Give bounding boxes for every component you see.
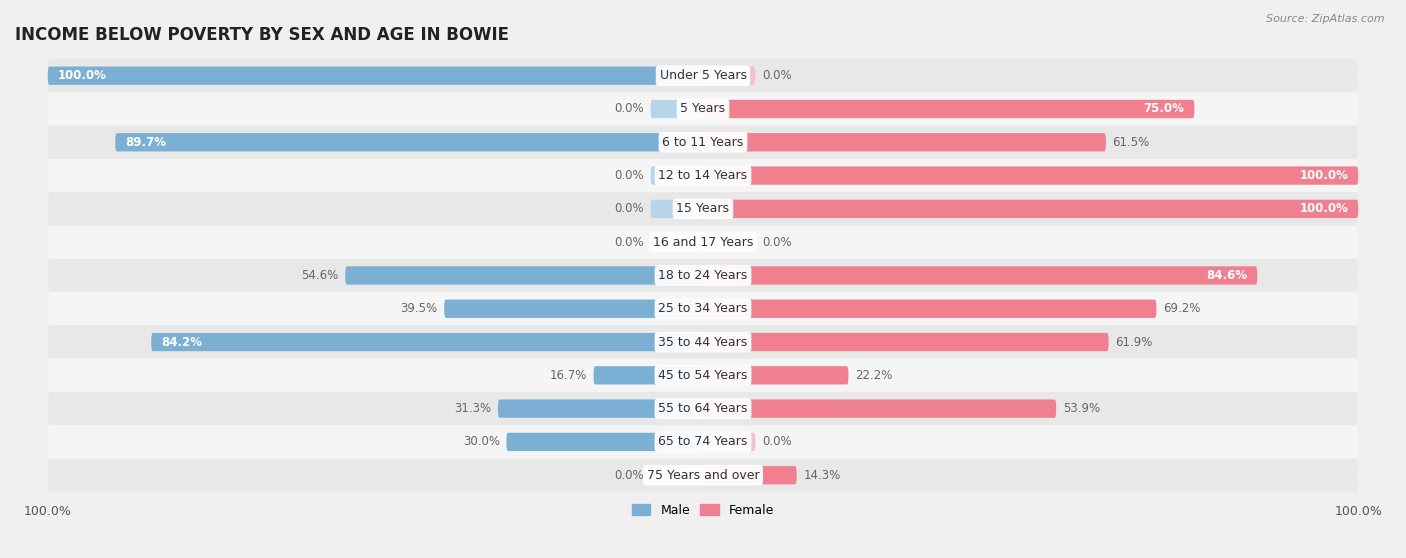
- Text: 0.0%: 0.0%: [762, 435, 792, 449]
- Text: 0.0%: 0.0%: [614, 469, 644, 482]
- Text: 0.0%: 0.0%: [762, 235, 792, 249]
- FancyBboxPatch shape: [48, 425, 1358, 459]
- Text: 84.6%: 84.6%: [1206, 269, 1247, 282]
- FancyBboxPatch shape: [506, 433, 703, 451]
- FancyBboxPatch shape: [703, 333, 1108, 351]
- Text: 0.0%: 0.0%: [614, 169, 644, 182]
- Text: 22.2%: 22.2%: [855, 369, 893, 382]
- FancyBboxPatch shape: [651, 233, 703, 251]
- FancyBboxPatch shape: [703, 233, 755, 251]
- Text: 89.7%: 89.7%: [125, 136, 166, 149]
- Text: 12 to 14 Years: 12 to 14 Years: [658, 169, 748, 182]
- Text: 25 to 34 Years: 25 to 34 Years: [658, 302, 748, 315]
- Text: 0.0%: 0.0%: [614, 203, 644, 215]
- Text: 75.0%: 75.0%: [1143, 103, 1185, 116]
- FancyBboxPatch shape: [703, 200, 1358, 218]
- Text: 100.0%: 100.0%: [58, 69, 107, 82]
- Text: 16.7%: 16.7%: [550, 369, 588, 382]
- FancyBboxPatch shape: [444, 300, 703, 318]
- Legend: Male, Female: Male, Female: [627, 499, 779, 522]
- Text: 61.5%: 61.5%: [1112, 136, 1150, 149]
- FancyBboxPatch shape: [651, 466, 703, 484]
- Text: 39.5%: 39.5%: [401, 302, 437, 315]
- Text: 5 Years: 5 Years: [681, 103, 725, 116]
- FancyBboxPatch shape: [703, 133, 1107, 151]
- Text: Source: ZipAtlas.com: Source: ZipAtlas.com: [1267, 14, 1385, 24]
- FancyBboxPatch shape: [703, 166, 1358, 185]
- FancyBboxPatch shape: [593, 366, 703, 384]
- Text: 54.6%: 54.6%: [301, 269, 339, 282]
- Text: 100.0%: 100.0%: [1299, 203, 1348, 215]
- FancyBboxPatch shape: [48, 92, 1358, 126]
- Text: 35 to 44 Years: 35 to 44 Years: [658, 335, 748, 349]
- Text: 30.0%: 30.0%: [463, 435, 501, 449]
- FancyBboxPatch shape: [703, 100, 1195, 118]
- Text: 69.2%: 69.2%: [1163, 302, 1201, 315]
- FancyBboxPatch shape: [498, 400, 703, 418]
- Text: 45 to 54 Years: 45 to 54 Years: [658, 369, 748, 382]
- Text: 18 to 24 Years: 18 to 24 Years: [658, 269, 748, 282]
- FancyBboxPatch shape: [703, 400, 1056, 418]
- FancyBboxPatch shape: [48, 292, 1358, 325]
- FancyBboxPatch shape: [703, 66, 755, 85]
- FancyBboxPatch shape: [48, 159, 1358, 192]
- Text: 53.9%: 53.9%: [1063, 402, 1099, 415]
- FancyBboxPatch shape: [651, 100, 703, 118]
- Text: 0.0%: 0.0%: [614, 235, 644, 249]
- FancyBboxPatch shape: [346, 266, 703, 285]
- Text: 55 to 64 Years: 55 to 64 Years: [658, 402, 748, 415]
- FancyBboxPatch shape: [651, 166, 703, 185]
- Text: 61.9%: 61.9%: [1115, 335, 1153, 349]
- FancyBboxPatch shape: [48, 59, 1358, 92]
- FancyBboxPatch shape: [651, 200, 703, 218]
- FancyBboxPatch shape: [703, 433, 755, 451]
- FancyBboxPatch shape: [703, 300, 1156, 318]
- Text: 84.2%: 84.2%: [162, 335, 202, 349]
- Text: 14.3%: 14.3%: [803, 469, 841, 482]
- FancyBboxPatch shape: [152, 333, 703, 351]
- Text: 100.0%: 100.0%: [1299, 169, 1348, 182]
- Text: 0.0%: 0.0%: [614, 103, 644, 116]
- FancyBboxPatch shape: [703, 466, 797, 484]
- Text: 65 to 74 Years: 65 to 74 Years: [658, 435, 748, 449]
- FancyBboxPatch shape: [48, 325, 1358, 359]
- FancyBboxPatch shape: [48, 359, 1358, 392]
- Text: INCOME BELOW POVERTY BY SEX AND AGE IN BOWIE: INCOME BELOW POVERTY BY SEX AND AGE IN B…: [15, 26, 509, 44]
- FancyBboxPatch shape: [703, 266, 1257, 285]
- FancyBboxPatch shape: [48, 225, 1358, 259]
- Text: 75 Years and over: 75 Years and over: [647, 469, 759, 482]
- Text: 16 and 17 Years: 16 and 17 Years: [652, 235, 754, 249]
- FancyBboxPatch shape: [48, 126, 1358, 159]
- FancyBboxPatch shape: [48, 192, 1358, 225]
- Text: 15 Years: 15 Years: [676, 203, 730, 215]
- Text: Under 5 Years: Under 5 Years: [659, 69, 747, 82]
- FancyBboxPatch shape: [48, 459, 1358, 492]
- FancyBboxPatch shape: [703, 366, 848, 384]
- FancyBboxPatch shape: [48, 259, 1358, 292]
- Text: 31.3%: 31.3%: [454, 402, 491, 415]
- FancyBboxPatch shape: [48, 392, 1358, 425]
- Text: 0.0%: 0.0%: [762, 69, 792, 82]
- FancyBboxPatch shape: [48, 66, 703, 85]
- FancyBboxPatch shape: [115, 133, 703, 151]
- Text: 6 to 11 Years: 6 to 11 Years: [662, 136, 744, 149]
